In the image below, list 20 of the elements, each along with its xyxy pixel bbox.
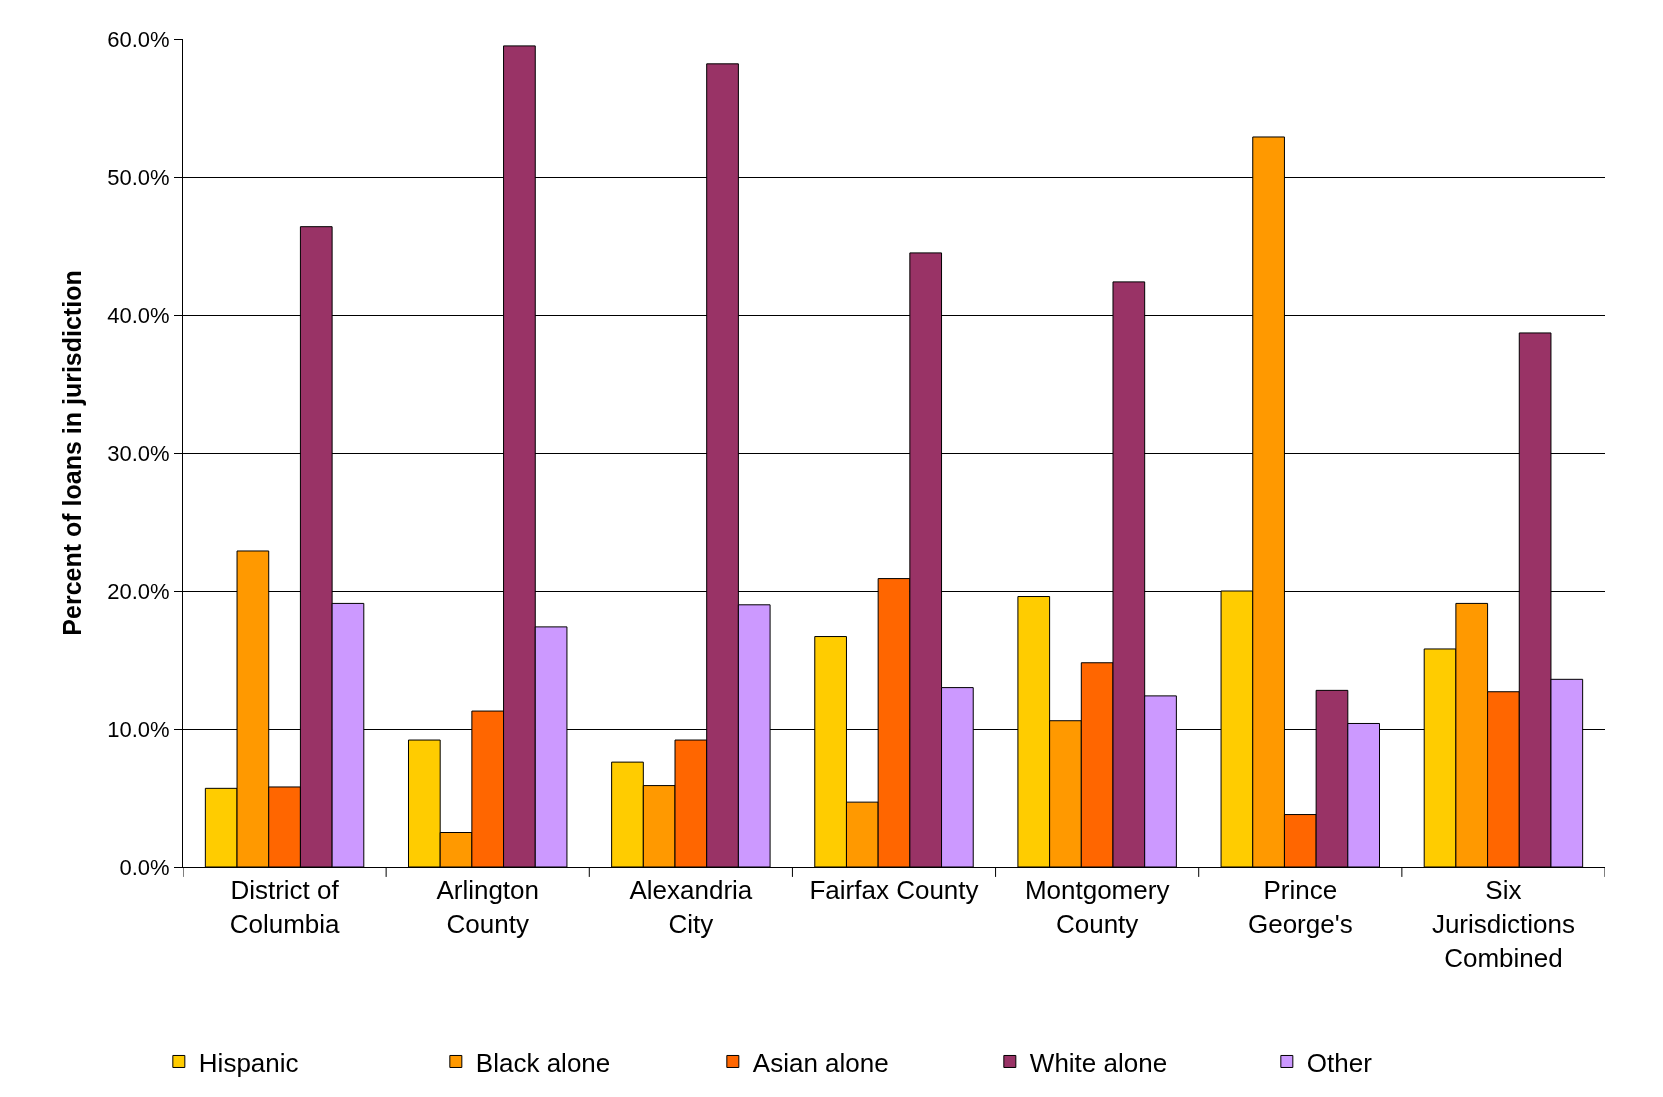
x-tick-label: Arlington County: [436, 875, 540, 939]
x-tick-label: Alexandria City: [629, 875, 753, 939]
legend-label: Hispanic: [198, 1047, 299, 1078]
y-tick-label: 40.0%: [107, 302, 170, 328]
y-tick-label: 50.0%: [107, 164, 170, 190]
x-tick-label: Montgomery County: [1024, 875, 1170, 939]
y-tick-label: 20.0%: [107, 578, 170, 604]
y-tick-label: 60.0%: [107, 26, 170, 52]
legend-label: Asian alone: [752, 1047, 889, 1078]
x-tick-label: District of Columbia: [229, 875, 341, 939]
x-tick-label: Fairfax County: [809, 875, 979, 906]
legend-label: Black alone: [475, 1047, 611, 1078]
legend-label: White alone: [1029, 1047, 1168, 1078]
y-tick-label: 0.0%: [119, 854, 170, 880]
y-tick-label: 10.0%: [107, 716, 170, 742]
x-tick-label: Prince George's: [1247, 875, 1353, 939]
y-tick-label: 30.0%: [107, 440, 170, 466]
y-axis-title: Percent of loans in jurisdiction: [57, 270, 86, 636]
x-tick-label: Six Jurisdictions Combined: [1431, 875, 1575, 973]
legend-label: Other: [1306, 1047, 1373, 1078]
